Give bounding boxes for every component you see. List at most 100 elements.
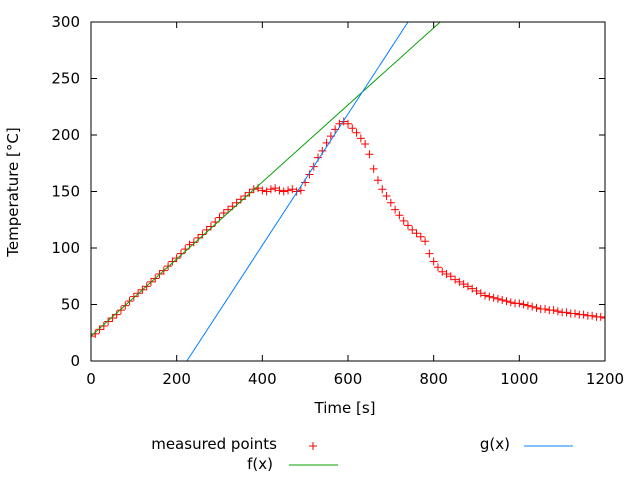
measured-point [403, 221, 412, 230]
measured-point [99, 321, 108, 330]
measured-point [348, 124, 357, 133]
plot-border [90, 21, 606, 362]
measured-point [429, 257, 438, 266]
measured-point [399, 216, 408, 225]
measured-point [91, 329, 100, 338]
measured-point [596, 312, 605, 321]
measured-point [129, 292, 138, 301]
measured-point [433, 263, 442, 272]
x-tick-label: 600 [334, 370, 363, 388]
measured-point [279, 187, 288, 196]
legend: measured points f(x) g(x) [151, 435, 573, 473]
y-tick-label: 300 [51, 13, 80, 31]
measured-point [506, 298, 515, 307]
series-line-g [186, 22, 409, 361]
y-tick-label: 150 [51, 183, 80, 201]
measured-point [198, 230, 207, 239]
measured-point [369, 164, 378, 173]
measured-point [442, 269, 451, 278]
y-axis-label: Temperature [°C] [4, 127, 22, 257]
measured-point [344, 119, 352, 128]
measured-point [412, 229, 421, 238]
measured-point [266, 185, 275, 194]
measured-point [395, 211, 404, 220]
measured-point [361, 140, 370, 149]
measured-point [172, 254, 181, 263]
measured-point [468, 284, 477, 293]
measured-point [104, 317, 113, 326]
y-tick-label: 50 [61, 296, 80, 314]
x-tick-label: 400 [248, 370, 277, 388]
measured-point [549, 306, 558, 315]
measured-point [382, 192, 391, 201]
measured-point [258, 186, 267, 195]
measured-point [108, 314, 117, 323]
x-tick-label: 0 [86, 370, 96, 388]
measured-point [416, 232, 425, 241]
measured-point [288, 185, 297, 194]
y-tick-label: 250 [51, 70, 80, 88]
measured-point [472, 286, 481, 295]
x-axis-label: Time [s] [314, 399, 376, 417]
measured-point [421, 237, 430, 246]
measured-point [91, 332, 95, 341]
x-tick-label: 200 [162, 370, 191, 388]
measured-point [438, 267, 447, 276]
x-tick-label: 800 [419, 370, 448, 388]
measured-point [189, 238, 198, 247]
measured-point [523, 301, 532, 310]
measured-point [515, 299, 524, 308]
measured-point [498, 295, 507, 304]
measured-point [112, 310, 121, 319]
measured-point [588, 311, 597, 320]
measured-point [489, 293, 498, 302]
x-tick-label: 1200 [586, 370, 624, 388]
measured-point [164, 262, 173, 271]
measured-point [541, 305, 550, 314]
measured-point [275, 186, 284, 195]
measured-point [356, 134, 365, 143]
y-tick-label: 200 [51, 126, 80, 144]
measured-point [451, 275, 460, 284]
measured-point [481, 291, 490, 300]
measured-point [553, 307, 562, 316]
measured-point [241, 192, 250, 201]
measured-point [262, 187, 271, 196]
measured-point [601, 314, 605, 323]
measured-point [476, 289, 485, 298]
measured-point [485, 292, 494, 301]
measured-point [116, 306, 125, 315]
measured-point [425, 249, 434, 258]
measured-point [271, 184, 280, 193]
measured-point [245, 188, 254, 197]
measured-point [168, 257, 177, 266]
measured-point [455, 277, 464, 286]
measured-point [408, 225, 417, 234]
measured-point [206, 222, 215, 231]
y-tick-label: 0 [70, 352, 80, 370]
measured-point [292, 187, 301, 196]
measured-point [365, 150, 374, 159]
measured-point [176, 249, 185, 258]
measured-point [562, 308, 571, 317]
measured-point [571, 309, 580, 318]
measured-point [463, 282, 472, 291]
measured-point [579, 310, 588, 319]
legend-label-g: g(x) [480, 435, 510, 453]
measured-point [528, 302, 537, 311]
x-tick-label: 1000 [500, 370, 538, 388]
measured-point [219, 208, 228, 217]
measured-point [446, 272, 455, 281]
measured-point [95, 325, 104, 334]
measured-point [493, 294, 502, 303]
measured-point [532, 303, 541, 312]
measured-point [502, 297, 511, 306]
measured-point [305, 170, 314, 179]
legend-label-measured-points: measured points [151, 435, 277, 453]
measured-point [284, 186, 293, 195]
legend-label-f: f(x) [247, 455, 273, 473]
measured-point [373, 176, 382, 185]
legend-marker-plus-icon [309, 442, 317, 450]
measured-point [519, 300, 528, 309]
